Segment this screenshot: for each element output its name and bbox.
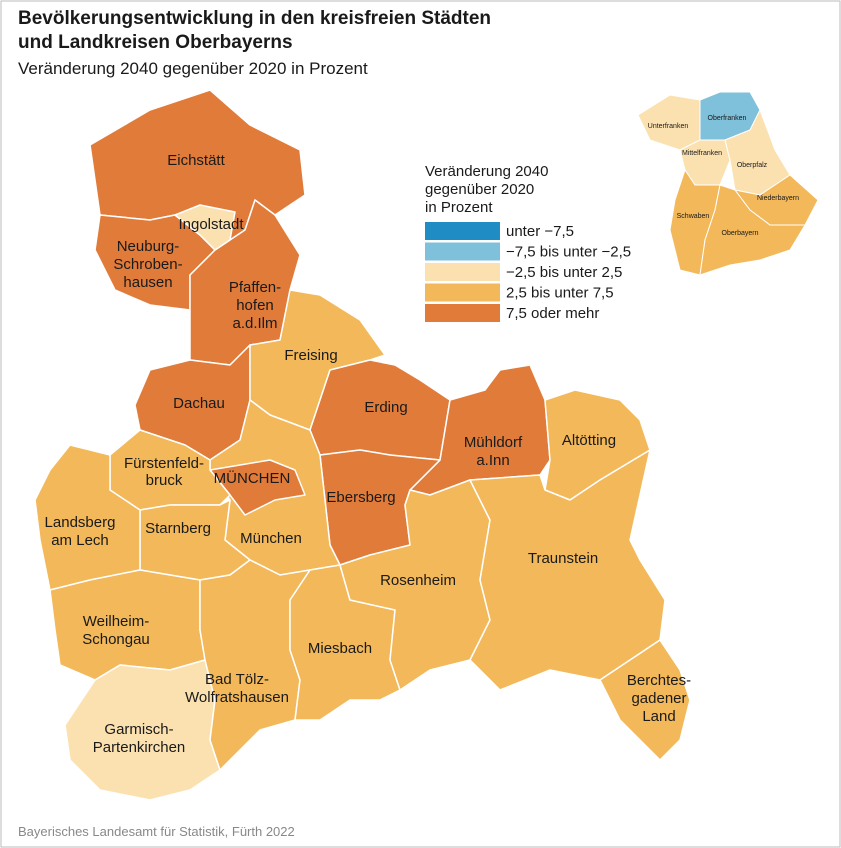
legend-label: −2,5 bis unter 2,5 (506, 264, 622, 281)
region-label: Landsberg (45, 514, 116, 531)
region-label: Traunstein (528, 550, 598, 567)
legend-label: −7,5 bis unter −2,5 (506, 244, 631, 261)
region-label: hofen (236, 297, 274, 314)
region-label: Freising (284, 347, 337, 364)
region-label: München (240, 530, 302, 547)
title: Bevölkerungsentwicklung in den kreisfrei… (18, 8, 491, 29)
region-label: Schongau (82, 631, 150, 648)
legend-items: unter −7,5 −7,5 bis unter −2,5 −2,5 bis un… (425, 222, 631, 322)
region-label: Bad Tölz- (205, 671, 269, 688)
region-label: Fürstenfeld- (124, 455, 204, 472)
region-label: Mühldorf (464, 434, 523, 451)
inset-label: Mittelfranken (682, 150, 722, 157)
region-label: Erding (364, 399, 407, 416)
legend-swatch (425, 283, 500, 302)
region-label: hausen (123, 274, 172, 291)
legend-label: 2,5 bis unter 7,5 (506, 285, 614, 302)
legend-swatch (425, 263, 500, 281)
region-label: Land (642, 708, 675, 725)
region-label: a.Inn (476, 452, 509, 469)
legend-title: gegenüber 2020 (425, 181, 534, 198)
region-label: Garmisch- (104, 721, 173, 738)
legend-title: in Prozent (425, 199, 493, 216)
legend-swatch (425, 304, 500, 322)
region-label: gadener (631, 690, 686, 707)
inset-label: Niederbayern (757, 195, 799, 202)
legend: Veränderung 2040 gegenüber 2020 in Proze… (425, 163, 631, 322)
region-label: Miesbach (308, 640, 372, 657)
inset-label: Oberpfalz (737, 162, 768, 169)
inset-label: Oberfranken (708, 115, 747, 122)
title: und Landkreisen Oberbayerns (18, 32, 293, 53)
region-label: Partenkirchen (93, 739, 186, 756)
region-label: Weilheim- (83, 613, 149, 630)
inset-region (699, 184, 806, 276)
legend-label: 7,5 oder mehr (506, 305, 599, 322)
region-label: Starnberg (145, 520, 211, 537)
legend-label: unter −7,5 (506, 223, 574, 240)
region-label: am Lech (51, 532, 109, 549)
region (599, 639, 691, 761)
subtitle: Veränderung 2040 gegenüber 2020 in Proze… (18, 59, 368, 78)
inset-label: Oberbayern (722, 230, 759, 237)
region-label: Altötting (562, 432, 616, 449)
region (209, 459, 306, 516)
inset-label: Unterfranken (648, 123, 689, 130)
source: Bayerisches Landesamt für Statistik, Für… (18, 824, 295, 839)
region-label: Ingolstadt (178, 216, 244, 233)
region-label: Pfaffen- (229, 279, 281, 296)
main-map (34, 89, 691, 801)
region-label: Ebersberg (326, 489, 395, 506)
region-label: bruck (146, 472, 183, 489)
region-label: Berchtes- (627, 672, 691, 689)
region-label: Neuburg- (117, 238, 180, 255)
region-label: Wolfratshausen (185, 689, 289, 706)
legend-title: Veränderung 2040 (425, 163, 548, 180)
region (174, 204, 236, 251)
legend-swatch (425, 222, 500, 240)
region-label: Dachau (173, 395, 225, 412)
region-label: MÜNCHEN (214, 469, 291, 487)
inset-map: Unterfranken Oberfranken Mittelfranken O… (637, 91, 819, 276)
region-label: Eichstätt (167, 152, 225, 169)
legend-swatch (425, 242, 500, 261)
region-labels: Eichstätt Neuburg- Schroben- hausen Pfaf… (45, 152, 692, 756)
region-label: Schroben- (113, 256, 182, 273)
region-label: a.d.Ilm (232, 315, 277, 332)
region-label: Rosenheim (380, 572, 456, 589)
inset-label: Schwaben (677, 213, 710, 220)
